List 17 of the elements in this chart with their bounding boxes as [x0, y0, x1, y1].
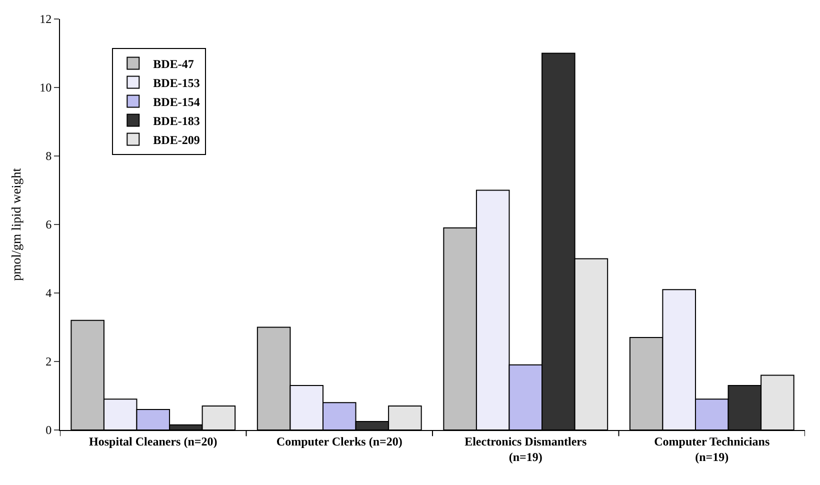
y-tick-label: 10 [40, 80, 52, 95]
x-tick-label: Computer Technicians (n=19) [654, 434, 770, 464]
y-tick-label: 6 [46, 218, 52, 232]
legend-label: BDE-183 [153, 114, 200, 128]
y-tick-label: 12 [40, 12, 52, 26]
y-tick-label: 2 [46, 354, 52, 369]
y-axis-title: pmol/gm lipid weight [8, 168, 24, 281]
x-tick-label: Electronics Dismantlers (n=19) [464, 434, 588, 464]
y-tick-label: 4 [46, 286, 52, 300]
legend-label: BDE-153 [153, 76, 200, 90]
y-tick-label: 8 [46, 149, 52, 164]
legend-label: BDE-209 [153, 132, 200, 147]
legend-label: BDE-154 [153, 94, 200, 109]
y-tick-label: 0 [46, 423, 52, 438]
legend-label: BDE-47 [153, 56, 194, 71]
x-tick-label: Computer Clerks (n=20) [276, 434, 402, 448]
x-tick-label: Hospital Cleaners (n=20) [89, 434, 218, 448]
